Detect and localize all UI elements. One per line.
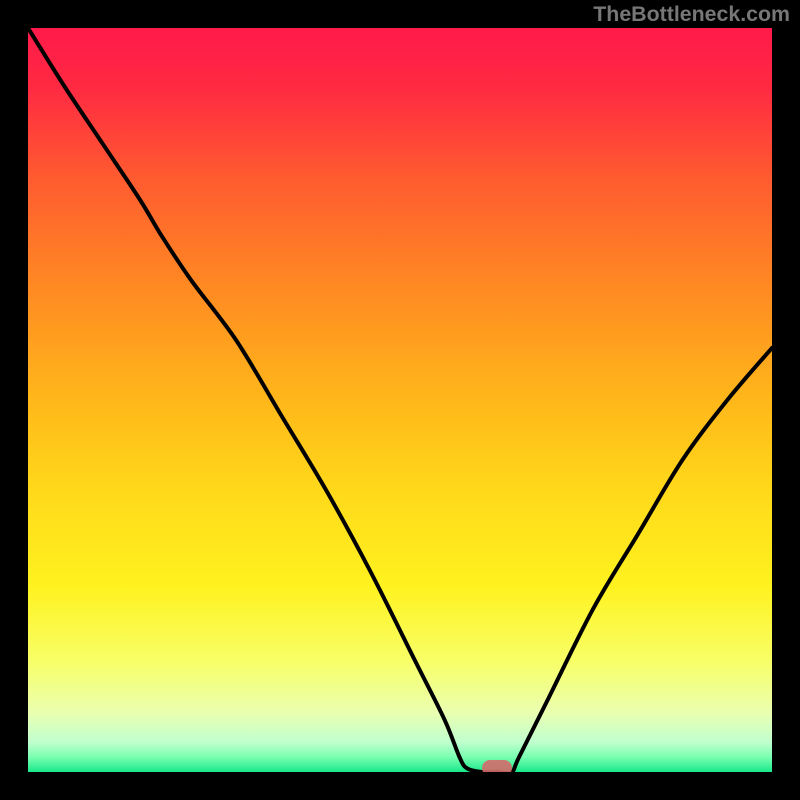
chart-frame: TheBottleneck.com [0,0,800,800]
bottleneck-curve [28,28,772,772]
curve-path [28,28,772,772]
watermark-text: TheBottleneck.com [593,2,790,27]
chart-plot-area [28,28,772,772]
optimal-point-marker [482,760,512,772]
